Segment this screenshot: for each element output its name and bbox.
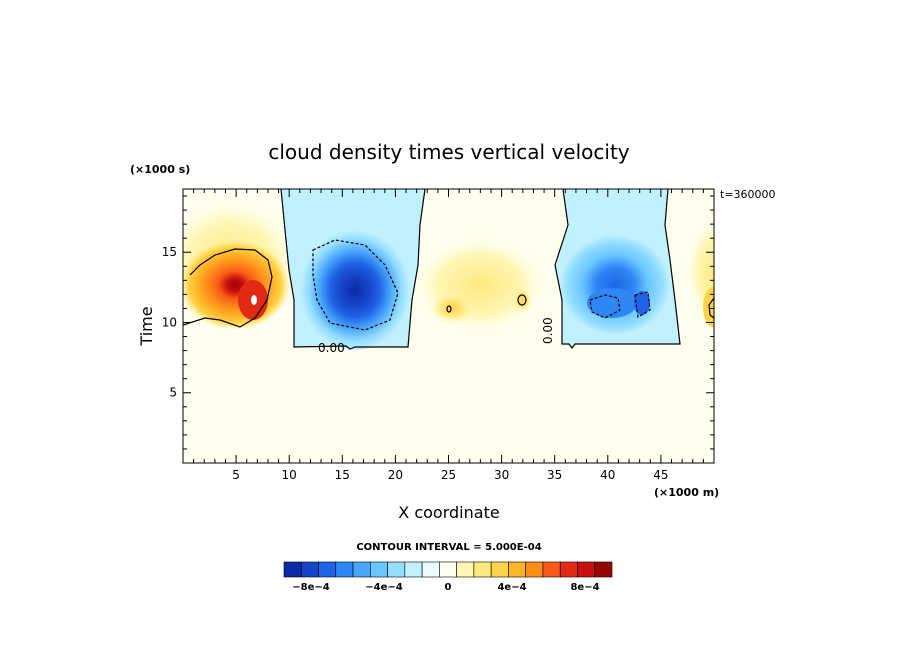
colorbar-label: 8e−4 <box>570 582 599 593</box>
colorbar-label: −4e−4 <box>365 582 402 593</box>
x-tick-label: 15 <box>335 468 350 482</box>
contour-interval: CONTOUR INTERVAL = 5.000E-04 <box>356 542 541 553</box>
y-tick-label: 15 <box>162 245 177 259</box>
colorbar-swatch <box>318 561 337 578</box>
colorbar-swatch <box>300 561 319 578</box>
chart-title: cloud density times vertical velocity <box>268 140 629 164</box>
x-unit: (×1000 m) <box>654 486 719 499</box>
colorbar-label: −8e−4 <box>292 582 329 593</box>
colorbar-swatch <box>439 561 457 578</box>
positive-region-right <box>685 217 714 327</box>
colorbar-swatch <box>594 561 613 578</box>
y-tick-label: 5 <box>169 386 177 400</box>
contour-lines <box>183 189 714 350</box>
colorbar-swatch <box>283 561 302 578</box>
negative-region-1 <box>281 189 425 350</box>
x-tick-label: 20 <box>388 468 403 482</box>
positive-region-left <box>183 195 305 335</box>
x-tick-label: 45 <box>653 468 668 482</box>
y-axis-ticks: 5 10 15 <box>162 195 714 450</box>
positive-region-middle <box>410 235 550 335</box>
x-axis-label: X coordinate <box>398 503 499 522</box>
y-unit: (×1000 s) <box>130 163 190 176</box>
y-axis-label: Time <box>137 306 156 346</box>
colorbar-swatch <box>421 561 440 578</box>
x-tick-label: 35 <box>547 468 562 482</box>
colorbar-swatch <box>456 561 475 578</box>
colorbar-swatch <box>542 561 561 578</box>
colorbar-swatch <box>370 561 388 578</box>
zero-contour-label-2: 0.00 <box>541 317 555 344</box>
x-tick-label: 5 <box>232 468 240 482</box>
x-tick-label: 10 <box>282 468 297 482</box>
colorbar-swatch <box>508 561 526 578</box>
colorbar-label: 0 <box>445 582 452 593</box>
plot-area <box>183 189 714 463</box>
colorbar: −8e−4 −4e−4 0 4e−4 8e−4 <box>283 561 613 593</box>
colorbar-swatch <box>404 561 423 578</box>
colorbar-label: 4e−4 <box>497 582 526 593</box>
negative-region-2 <box>555 189 680 348</box>
colorbar-swatch <box>473 561 492 578</box>
colorbar-swatch <box>490 561 509 578</box>
colorbar-swatch <box>352 561 371 578</box>
colorbar-swatch <box>559 561 578 578</box>
x-tick-label: 25 <box>441 468 456 482</box>
zero-contour-label-1: 0.00 <box>318 341 345 355</box>
x-tick-label: 30 <box>494 468 509 482</box>
x-axis-ticks: 5 10 15 20 25 30 35 40 45 <box>193 189 704 482</box>
colorbar-swatch <box>525 561 544 578</box>
colorbar-swatch <box>577 561 596 578</box>
x-tick-label: 40 <box>600 468 615 482</box>
time-stamp: t=360000 <box>720 188 776 201</box>
colorbar-swatch <box>335 561 354 578</box>
colorbar-swatch <box>387 561 406 578</box>
y-tick-label: 10 <box>162 315 177 329</box>
